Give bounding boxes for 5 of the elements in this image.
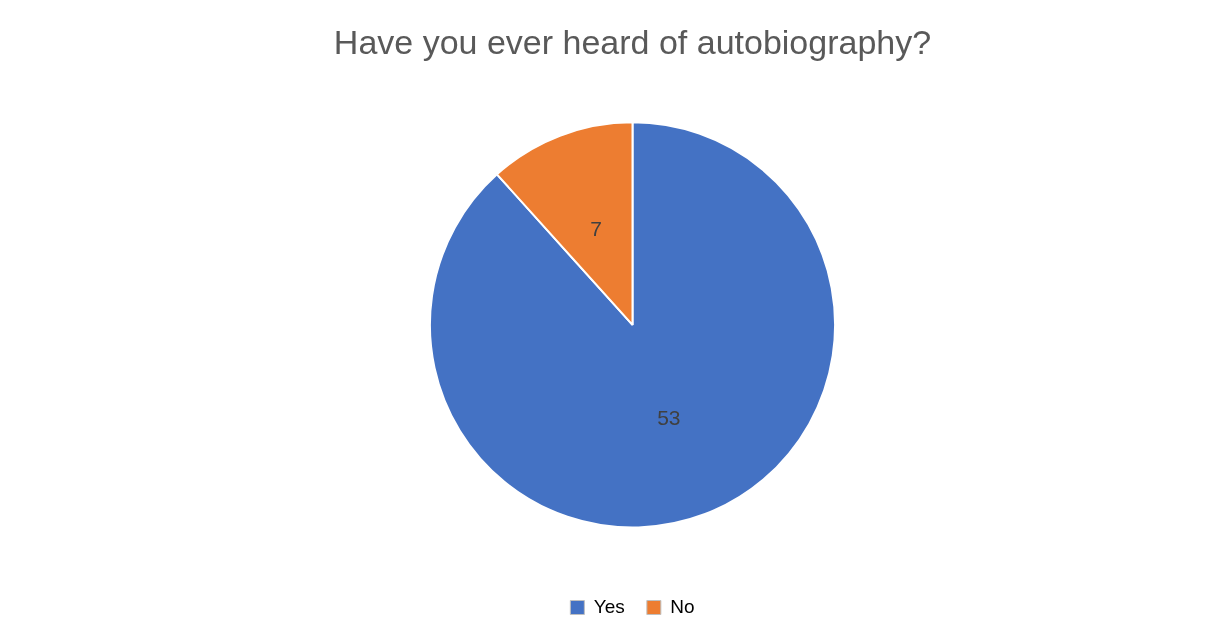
data-label: 7 — [590, 217, 603, 241]
data-label: 53 — [657, 406, 681, 430]
legend-label: No — [670, 595, 695, 617]
legend-label: Yes — [593, 595, 625, 617]
chart-title: Have you ever heard of autobiography? — [333, 22, 932, 61]
